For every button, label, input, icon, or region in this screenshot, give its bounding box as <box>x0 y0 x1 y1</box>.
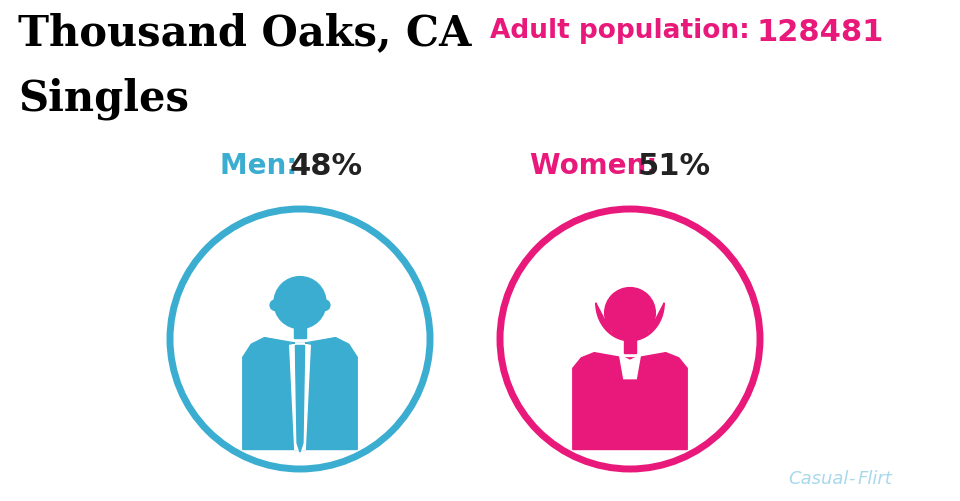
Circle shape <box>270 301 280 311</box>
Polygon shape <box>294 323 306 338</box>
Text: Casual: Casual <box>788 469 849 487</box>
Text: Adult population:: Adult population: <box>490 18 758 44</box>
Text: 128481: 128481 <box>756 18 883 47</box>
Polygon shape <box>619 356 630 379</box>
Polygon shape <box>305 338 336 348</box>
Circle shape <box>274 277 326 329</box>
Polygon shape <box>264 338 295 348</box>
Polygon shape <box>573 353 687 449</box>
Polygon shape <box>243 338 357 449</box>
Text: 48%: 48% <box>290 152 363 181</box>
Circle shape <box>170 209 430 469</box>
Polygon shape <box>624 336 636 353</box>
Polygon shape <box>630 356 640 379</box>
Text: 51%: 51% <box>638 152 711 181</box>
Circle shape <box>500 209 760 469</box>
Text: Men:: Men: <box>220 152 307 180</box>
Circle shape <box>605 288 656 339</box>
Text: -: - <box>848 469 854 487</box>
Circle shape <box>320 301 330 311</box>
Text: Singles: Singles <box>18 78 189 120</box>
Polygon shape <box>296 346 304 452</box>
Polygon shape <box>596 303 664 341</box>
Text: Thousand Oaks, CA: Thousand Oaks, CA <box>18 12 471 54</box>
Text: Women:: Women: <box>530 152 667 180</box>
Polygon shape <box>290 343 310 449</box>
Text: Flirt: Flirt <box>858 469 893 487</box>
